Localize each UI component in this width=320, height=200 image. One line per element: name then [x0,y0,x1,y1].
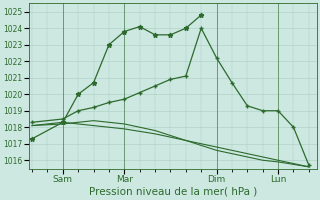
X-axis label: Pression niveau de la mer( hPa ): Pression niveau de la mer( hPa ) [89,187,257,197]
